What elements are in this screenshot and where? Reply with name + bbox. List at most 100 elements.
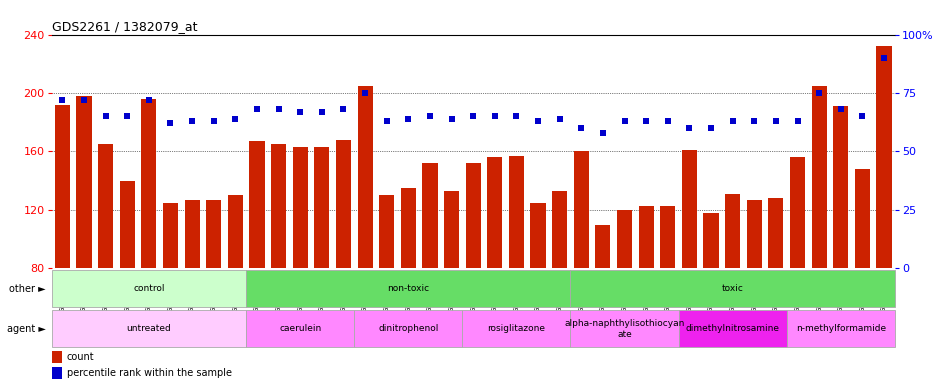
Bar [786,310,894,348]
Bar [465,163,480,268]
Bar [573,152,588,268]
Bar [570,310,678,348]
Bar [206,200,221,268]
Bar [335,140,351,268]
Bar [77,96,92,268]
Bar [678,310,786,348]
Text: non-toxic: non-toxic [387,284,429,293]
Bar [246,310,354,348]
Bar [487,157,502,268]
Point [249,106,264,113]
Bar [724,194,739,268]
Bar [681,150,696,268]
Bar [854,169,869,268]
Bar [616,210,632,268]
Bar [703,213,718,268]
Bar [570,270,894,307]
Point [703,125,718,131]
Bar [51,310,246,348]
Point [660,118,675,124]
Point [336,106,351,113]
Point [746,118,761,124]
Text: count: count [66,352,95,362]
Point [724,118,739,124]
Bar [551,191,566,268]
Point [55,97,70,103]
Bar [227,195,242,268]
Point [120,113,135,119]
Bar [120,181,135,268]
Point [271,106,285,113]
Text: rosiglitazone: rosiglitazone [487,324,545,333]
Point [617,118,632,124]
Point [444,116,459,122]
Bar [811,86,826,268]
Bar [141,99,156,268]
Text: agent ►: agent ► [7,324,46,334]
Bar [54,105,70,268]
Bar [660,205,675,268]
Bar [638,205,653,268]
Point [681,125,696,131]
Bar [249,141,264,268]
Point [465,113,480,119]
Bar [875,46,891,268]
Text: alpha-naphthylisothiocyan
ate: alpha-naphthylisothiocyan ate [563,319,684,339]
Point [314,109,329,115]
Bar [51,270,246,307]
Text: other ►: other ► [9,283,46,293]
Bar [461,310,570,348]
Point [98,113,113,119]
Point [508,113,523,119]
Point [789,118,804,124]
Bar [246,270,570,307]
Point [206,118,221,124]
Point [141,97,156,103]
Bar [444,191,459,268]
Point [638,118,653,124]
Bar [508,156,523,268]
Bar [768,198,782,268]
Bar [292,147,307,268]
Text: dinitrophenol: dinitrophenol [378,324,438,333]
Bar [52,351,63,363]
Bar [271,144,285,268]
Bar [354,310,461,348]
Point [768,118,782,124]
Text: toxic: toxic [721,284,743,293]
Point [163,120,178,126]
Point [530,118,545,124]
Text: percentile rank within the sample: percentile rank within the sample [66,367,231,378]
Point [401,116,416,122]
Bar [98,144,113,268]
Point [594,130,609,136]
Point [184,118,199,124]
Point [227,116,242,122]
Point [487,113,502,119]
Point [551,116,566,122]
Text: caerulein: caerulein [279,324,321,333]
Text: dimethylnitrosamine: dimethylnitrosamine [685,324,779,333]
Bar [358,86,373,268]
Point [832,106,847,113]
Point [573,125,588,131]
Text: GDS2261 / 1382079_at: GDS2261 / 1382079_at [51,20,197,33]
Point [292,109,307,115]
Bar [594,225,610,268]
Bar [184,200,199,268]
Text: control: control [133,284,165,293]
Bar [422,163,437,268]
Point [854,113,869,119]
Point [811,90,826,96]
Bar [746,200,761,268]
Point [77,97,92,103]
Bar [379,195,394,268]
Point [422,113,437,119]
Bar [530,203,545,268]
Point [875,55,890,61]
Text: n-methylformamide: n-methylformamide [795,324,885,333]
Bar [789,157,804,268]
Bar [52,367,63,379]
Point [379,118,394,124]
Bar [832,106,847,268]
